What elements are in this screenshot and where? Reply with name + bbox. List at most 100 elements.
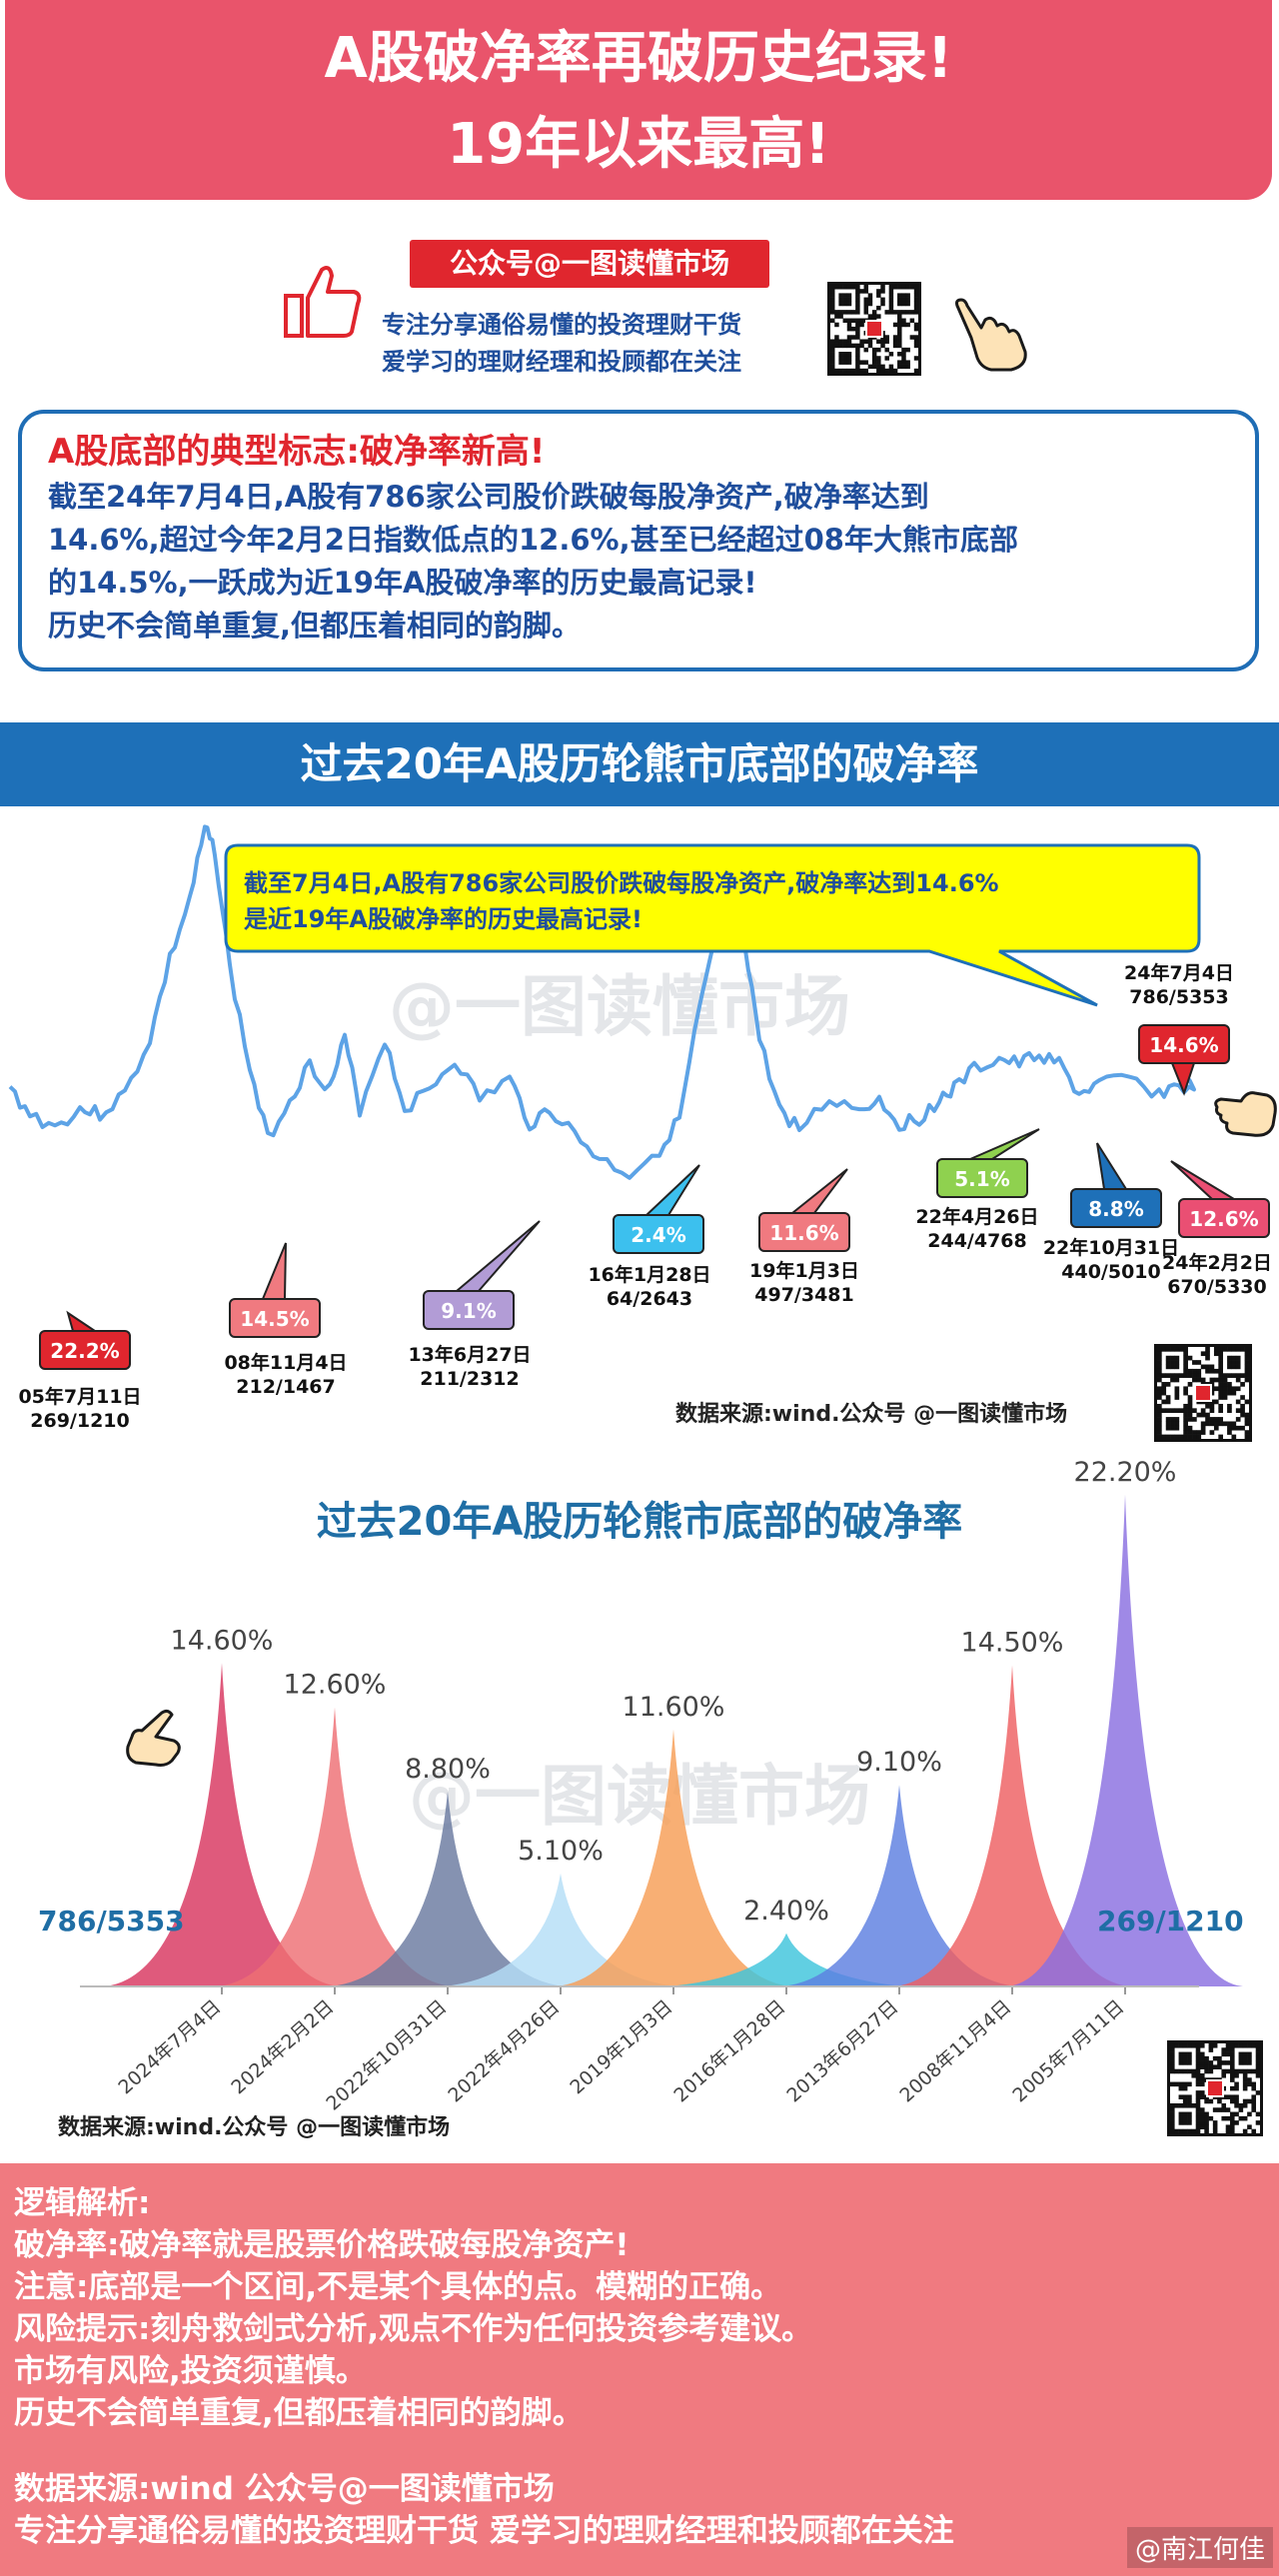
value-label: 12.60%: [284, 1670, 387, 1701]
x-tick-label: 2005年7月11日: [1008, 1995, 1128, 2106]
analysis-heading: 逻辑解析:: [14, 2185, 151, 2221]
annotation-pointer: [969, 1128, 1040, 1160]
annotation-date: 22年10月31日: [1043, 1236, 1179, 1259]
line-chart: @一图读懂市场 截至7月4日,A股有786家公司股价跌破每股净资产,破净率达到1…: [8, 824, 1277, 1432]
annotation-pointer: [454, 1220, 541, 1292]
x-tick-label: 2016年1月28日: [669, 1995, 789, 2106]
value-label: 2.40%: [743, 1896, 829, 1927]
chart2-source: 数据来源:wind.公众号 @一图读懂市场: [58, 2114, 450, 2140]
annotation-counts: 786/5353: [1129, 986, 1228, 1008]
analysis-footer: 专注分享通俗易懂的投资理财干货 爱学习的理财经理和投顾都在关注: [14, 2513, 954, 2549]
value-label: 5.10%: [518, 1836, 604, 1867]
annotation-counts: 497/3481: [754, 1284, 853, 1306]
area-spike: [894, 1665, 1130, 1986]
value-label: 14.50%: [961, 1627, 1064, 1658]
title-banner: A股破净率再破历史纪录! 19年以来最高!: [5, 0, 1272, 200]
annotation-ratio-box: [1178, 1198, 1270, 1238]
value-label: 14.60%: [171, 1625, 274, 1656]
annotation-ratio-box: [1070, 1188, 1162, 1228]
annotation-ratio-box: [1138, 1024, 1230, 1064]
annotation-date: 24年7月4日: [1124, 961, 1234, 984]
speech-line-2: 是近19年A股破净率的历史最高记录!: [244, 905, 642, 933]
annotation-ratio-box: [758, 1212, 850, 1252]
annotation-ratio-label: 8.8%: [1088, 1197, 1143, 1221]
annotation-pointer: [66, 1310, 99, 1332]
pointing-hand-icon: [126, 1709, 181, 1767]
annotation-date: 08年11月4日: [224, 1351, 347, 1374]
annotation-counts: 212/1467: [236, 1376, 335, 1398]
chart1-source: 数据来源:wind.公众号 @一图读懂市场: [675, 1401, 1067, 1427]
area-spike: [330, 1791, 566, 1986]
x-tick-label: 2022年10月31日: [322, 1995, 451, 2114]
end-label-left: 786/5353: [38, 1905, 185, 1937]
annotation-counts: 211/2312: [420, 1368, 519, 1390]
pointing-hand-icon: [1214, 1091, 1277, 1137]
area-spike: [443, 1873, 678, 1986]
thumbs-up-icon: [284, 266, 362, 338]
annotation-ratio-label: 14.5%: [240, 1307, 309, 1331]
annotation-date: 24年2月2日: [1162, 1251, 1272, 1274]
area-spike: [217, 1707, 453, 1986]
annotation-counts: 269/1210: [30, 1410, 129, 1432]
annotation-ratio-box: [936, 1158, 1028, 1198]
callout-heading: A股底部的典型标志:破净率新高!: [48, 432, 546, 472]
annotation-ratio-box: [39, 1330, 131, 1370]
value-label: 11.60%: [623, 1692, 725, 1723]
analysis-line-3: 风险提示:刻舟救剑式分析,观点不作为任何投资参考建议。: [14, 2311, 813, 2347]
analysis-line-1: 破净率:破净率就是股票价格跌破每股净资产!: [14, 2227, 630, 2263]
annotation-ratio-label: 14.6%: [1149, 1033, 1218, 1057]
watermark: @一图读懂市场: [389, 968, 850, 1045]
area-chart: @一图读懂市场 14.60% 2024年7月4日 12.60% 2024年2月2日 8.…: [38, 1459, 1244, 2140]
section-header: 过去20年A股历轮熊市底部的破净率: [0, 722, 1279, 806]
analysis-line-2: 注意:底部是一个区间,不是某个具体的点。模糊的正确。: [14, 2269, 782, 2305]
area-spike: [668, 1932, 904, 1986]
annotation-pointer: [261, 1242, 287, 1300]
qr-code-icon[interactable]: [1167, 2040, 1263, 2136]
annotation-ratio-label: 2.4%: [631, 1223, 685, 1247]
area-spike: [781, 1785, 1017, 1986]
annotation-pointer: [789, 1168, 848, 1214]
annotation-ratio-label: 5.1%: [954, 1167, 1009, 1191]
chart2-title: 过去20年A股历轮熊市底部的破净率: [316, 1499, 963, 1545]
annotation-date: 13年6月27日: [408, 1343, 531, 1366]
annotation-counts: 64/2643: [607, 1288, 692, 1310]
x-tick-label: 2019年1月3日: [566, 1995, 676, 2098]
annotation-date: 16年1月28日: [588, 1263, 710, 1286]
annotation-pointer: [1096, 1142, 1128, 1190]
watermark: @一图读懂市场: [409, 1758, 870, 1835]
title-line-1: A股破净率再破历史纪录!: [324, 26, 953, 91]
qr-code-icon[interactable]: [827, 282, 921, 376]
area-spike: [104, 1663, 340, 1986]
x-tick-label: 2024年7月4日: [114, 1995, 225, 2098]
analysis-line-4: 市场有风险,投资须谨慎。: [14, 2353, 367, 2389]
callout-line-2: 14.6%,超过今年2月2日指数低点的12.6%,甚至已经超过08年大熊市底部: [48, 523, 1018, 557]
analysis-source: 数据来源:wind 公众号@一图读懂市场: [14, 2471, 555, 2507]
x-tick-label: 2008年11月4日: [895, 1995, 1015, 2106]
speech-bubble: [224, 843, 1201, 1007]
annotation-counts: 670/5330: [1167, 1276, 1266, 1298]
value-label: 8.80%: [405, 1754, 491, 1785]
callout-line-3: 的14.5%,一跃成为近19年A股破净率的历史最高记录!: [48, 566, 757, 600]
annotation-ratio-label: 9.1%: [441, 1299, 496, 1323]
annotation-ratio-box: [423, 1290, 515, 1330]
speech-line-1: 截至7月4日,A股有786家公司股价跌破每股净资产,破净率达到14.6%: [244, 869, 999, 897]
qr-code-icon[interactable]: [1154, 1344, 1252, 1442]
value-label: 22.20%: [1074, 1459, 1177, 1488]
area-spike: [556, 1729, 791, 1986]
area-spike: [1007, 1494, 1243, 1986]
weibo-watermark: @南江何佳: [1126, 2527, 1273, 2568]
annotation-ratio-label: 11.6%: [769, 1221, 838, 1245]
annotation-counts: 440/5010: [1061, 1261, 1160, 1283]
end-label-right: 269/1210: [1097, 1905, 1244, 1937]
official-account-badge: 公众号@一图读懂市场: [410, 240, 769, 288]
analysis-box: 逻辑解析: 破净率:破净率就是股票价格跌破每股净资产! 注意:底部是一个区间,不…: [0, 2163, 1279, 2576]
x-tick-label: 2024年2月2日: [227, 1995, 338, 2098]
callout-box: A股底部的典型标志:破净率新高! 截至24年7月4日,A股有786家公司股价跌破…: [18, 410, 1259, 671]
value-label: 9.10%: [856, 1747, 942, 1778]
annotation-date: 19年1月3日: [749, 1259, 859, 1282]
annotation-ratio-box: [229, 1298, 321, 1338]
title-line-2: 19年以来最高!: [447, 112, 830, 177]
annotation-ratio-label: 22.2%: [50, 1339, 119, 1363]
tagline-1: 专注分享通俗易懂的投资理财干货: [382, 311, 741, 339]
annotation-ratio-box: [613, 1214, 704, 1254]
